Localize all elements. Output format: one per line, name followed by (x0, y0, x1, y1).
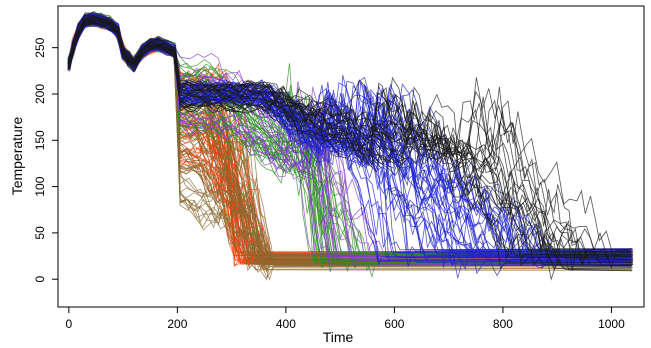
series-line (69, 15, 632, 254)
x-axis-title: Time (323, 329, 354, 345)
x-tick-label: 0 (66, 317, 73, 331)
x-tick-label: 800 (493, 317, 513, 331)
y-tick-label: 50 (33, 226, 47, 240)
y-tick-label: 200 (33, 84, 47, 104)
y-axis: 0 50 100 150 200 250 (33, 37, 58, 283)
series-layer (67, 11, 634, 281)
series-line (69, 14, 632, 271)
y-tick-label: 100 (33, 176, 47, 196)
series-line (68, 21, 632, 269)
y-tick-label: 250 (33, 37, 47, 57)
series-line (68, 20, 633, 264)
y-tick-label: 0 (33, 276, 47, 283)
series-line (68, 24, 632, 267)
x-tick-label: 400 (276, 317, 296, 331)
x-tick-label: 600 (384, 317, 404, 331)
x-tick-label: 1000 (598, 317, 625, 331)
series-line (68, 19, 632, 270)
series-line (68, 11, 632, 261)
series-line (68, 20, 632, 257)
x-axis: 0 200 400 600 800 1000 (66, 307, 625, 331)
plot-frame (57, 5, 645, 308)
series-line (67, 22, 633, 272)
series-line (68, 20, 634, 261)
series-line (68, 23, 632, 266)
y-axis-title: Temperature (9, 116, 25, 195)
series-line (67, 18, 631, 269)
x-tick-label: 200 (167, 317, 187, 331)
y-tick-label: 150 (33, 130, 47, 150)
series-line (68, 15, 632, 250)
